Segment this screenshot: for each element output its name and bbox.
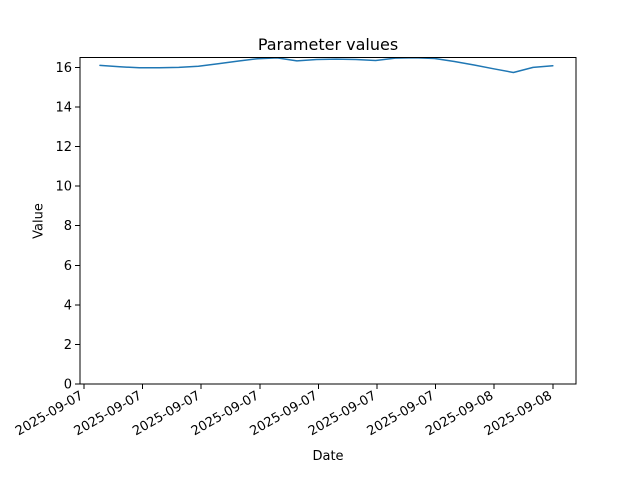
y-tick-label: 8: [64, 219, 72, 234]
y-tick-label: 4: [64, 298, 72, 313]
data-line: [99, 56, 554, 74]
y-tick-label: 16: [55, 61, 72, 76]
x-axis-label: Date: [312, 449, 344, 464]
y-tick-label: 10: [55, 180, 72, 195]
chart-title: Parameter values: [257, 35, 399, 54]
y-tick-label: 0: [64, 378, 72, 393]
axes-background: [80, 57, 576, 384]
axes-border: [79, 57, 577, 385]
y-tick-label: 2: [64, 338, 72, 353]
y-tick-label: 6: [64, 259, 72, 274]
y-tick-label: 12: [55, 140, 72, 155]
y-tick-label: 14: [55, 100, 72, 115]
